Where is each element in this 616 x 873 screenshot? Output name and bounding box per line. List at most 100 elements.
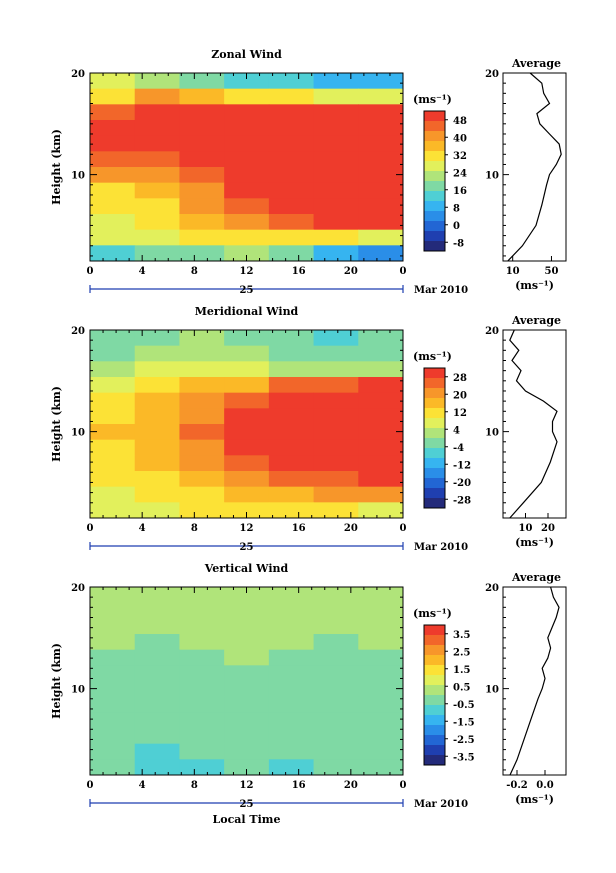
heatmap-cell (224, 214, 270, 231)
average-y-tick-label: 20 (485, 69, 499, 80)
heatmap-cell (268, 361, 315, 378)
colorbar-swatch (424, 131, 445, 142)
heatmap-cell (313, 587, 359, 604)
heatmap-cell (134, 392, 180, 409)
heatmap-cell (134, 743, 180, 760)
heatmap (90, 73, 404, 262)
heatmap-cell (90, 151, 136, 168)
heatmap-cell (179, 634, 225, 651)
heatmap-cell (358, 743, 404, 760)
heatmap-cell (179, 345, 225, 362)
colorbar-swatch (424, 181, 445, 192)
heatmap-cell (179, 455, 225, 472)
heatmap-cell (90, 681, 136, 698)
heatmap-cell (268, 602, 315, 619)
y-tick-label: 10 (71, 171, 85, 182)
colorbar-swatch (424, 488, 445, 499)
heatmap-cell (358, 681, 404, 698)
heatmap-cell (134, 88, 180, 105)
heatmap-cell (268, 618, 315, 635)
heatmap (90, 587, 404, 776)
heatmap-cell (90, 392, 136, 409)
heatmap-cell (313, 696, 359, 713)
heatmap-cell (179, 214, 225, 231)
heatmap-cell (90, 471, 136, 488)
heatmap-cell (313, 618, 359, 635)
heatmap-cell (179, 439, 225, 456)
heatmap-cell (134, 135, 180, 152)
heatmap-cell (179, 361, 225, 378)
x-tick-label: 20 (344, 523, 358, 534)
colorbar-label: 32 (453, 151, 467, 162)
colorbar-unit: (ms⁻¹) (413, 607, 452, 620)
heatmap-cell (268, 471, 315, 488)
heatmap-cell (224, 618, 270, 635)
heatmap-cell (268, 759, 315, 776)
heatmap-cell (313, 151, 359, 168)
average-title: Average (511, 571, 561, 584)
x-tick-label: 0 (87, 780, 94, 791)
average-x-tick-label: -0.2 (506, 780, 528, 791)
heatmap-cell (268, 486, 315, 503)
heatmap-cell (358, 182, 404, 199)
average-y-tick-label: 20 (485, 583, 499, 594)
colorbar-label: -20 (453, 478, 471, 489)
heatmap-cell (313, 104, 359, 121)
average-y-tick-label: 10 (485, 685, 499, 696)
heatmap-cell (313, 439, 359, 456)
heatmap-cell (358, 377, 404, 394)
y-tick-label: 10 (71, 428, 85, 439)
colorbar-swatch (424, 645, 445, 656)
heatmap-cell (358, 229, 404, 246)
colorbar-frame (423, 110, 446, 252)
heatmap-cell (90, 502, 136, 519)
heatmap-cell (90, 696, 136, 713)
heatmap-cell (134, 182, 180, 199)
colorbar-swatch (424, 231, 445, 242)
heatmap-cell (224, 649, 270, 666)
heatmap-cell (90, 104, 136, 121)
heatmap-cell (179, 471, 225, 488)
colorbar-label: 24 (453, 168, 467, 179)
heatmap-cell (313, 245, 359, 262)
heatmap-cell (134, 602, 180, 619)
heatmap-cell (358, 634, 404, 651)
heatmap-cell (313, 73, 359, 90)
average-frame (502, 72, 567, 262)
heatmap-cell (90, 345, 136, 362)
heatmap-cell (134, 618, 180, 635)
heatmap-cell (179, 618, 225, 635)
heatmap-cell (134, 649, 180, 666)
average-title: Average (511, 314, 561, 327)
heatmap-cell (90, 759, 136, 776)
heatmap-cell (224, 634, 270, 651)
heatmap-cell (179, 649, 225, 666)
heatmap-cell (268, 712, 315, 729)
heatmap-cell (358, 135, 404, 152)
heatmap-cell (179, 759, 225, 776)
colorbar-label: -1.5 (453, 717, 475, 728)
colorbar-swatch (424, 161, 445, 172)
heatmap-cell (134, 587, 180, 604)
heatmap-cell (358, 502, 404, 519)
colorbar-swatch (424, 408, 445, 419)
x-tick-label: 16 (292, 523, 306, 534)
average-profile-line (507, 72, 562, 262)
heatmap-cell (224, 408, 270, 425)
heatmap-cell (313, 361, 359, 378)
colorbar-swatch (424, 735, 445, 746)
heatmap-cell (134, 198, 180, 215)
heatmap-cell (268, 377, 315, 394)
heatmap-cell (90, 88, 136, 105)
colorbar-label: -28 (453, 495, 471, 506)
heatmap-cell (268, 182, 315, 199)
y-tick-label: 20 (71, 583, 85, 594)
heatmap-cell (358, 759, 404, 776)
colorbar-label: 40 (453, 133, 467, 144)
heatmap-cell (224, 73, 270, 90)
heatmap-cell (313, 502, 359, 519)
heatmap-cell (313, 330, 359, 347)
average-x-tick-label: 0.0 (536, 780, 553, 791)
heatmap-cell (224, 759, 270, 776)
x-tick-label: 8 (191, 523, 198, 534)
